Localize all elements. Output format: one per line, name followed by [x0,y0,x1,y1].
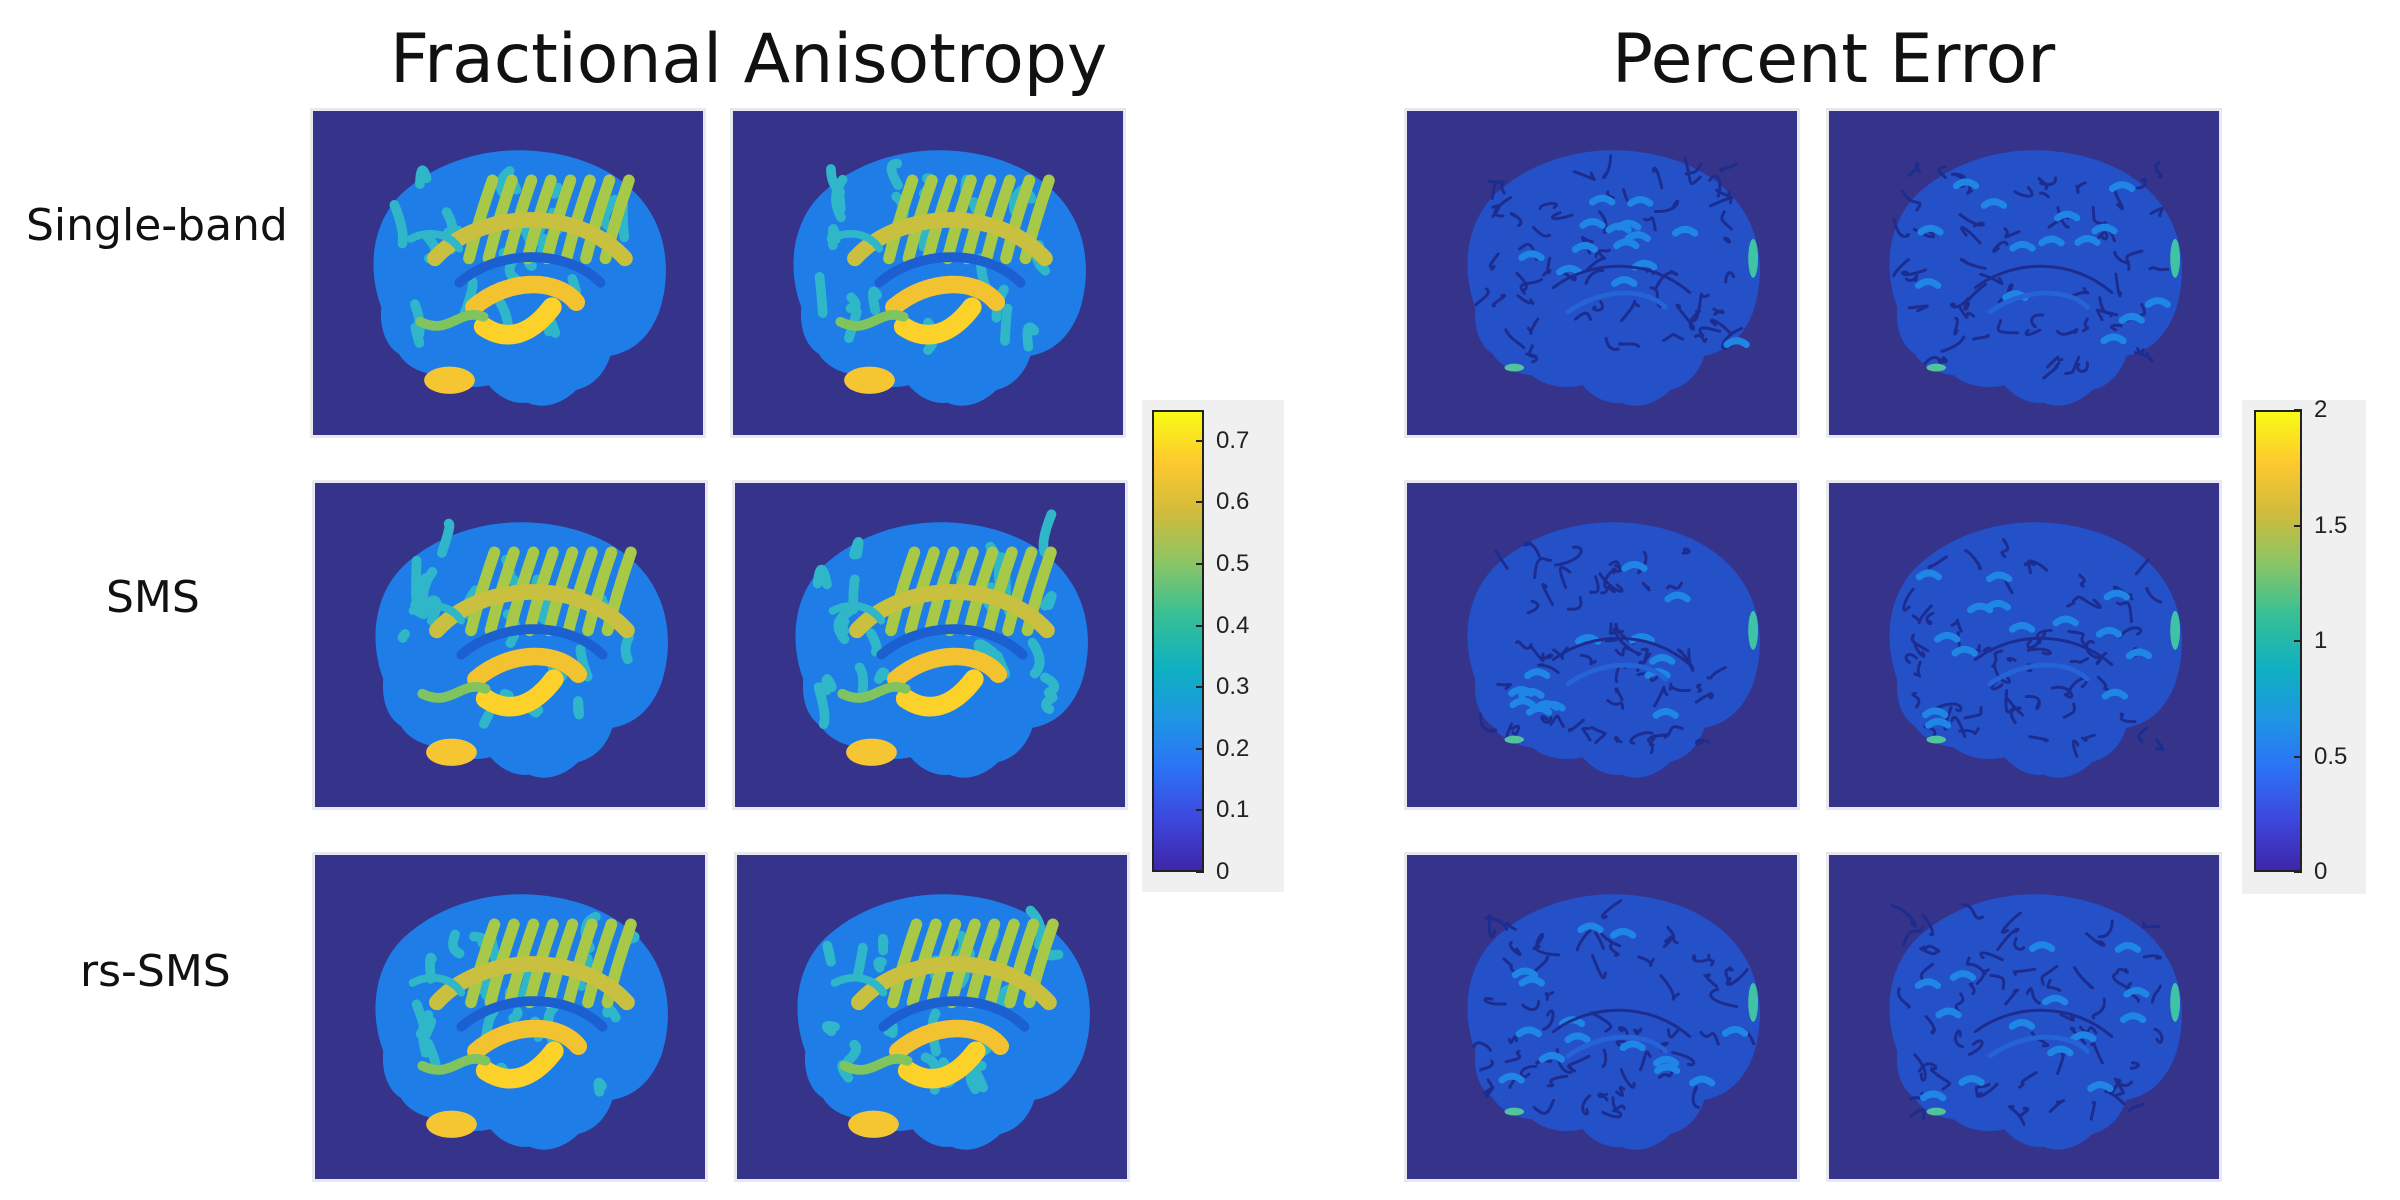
colorbar-tick-mark [1196,747,1204,750]
row-label-rs-sms: rs-SMS [80,946,231,997]
fa-brain-map [733,112,1123,434]
error-brain-map [1829,112,2219,434]
error-sms-image-2 [1826,480,2222,810]
colorbar-tick-label: 1.5 [2314,511,2348,539]
error-single-band-image-1 [1404,108,1800,438]
colorbar-tick-label: 0.5 [1216,550,1250,577]
colorbar-tick-label: 0.4 [1216,611,1250,639]
fa-rs-sms-image-2 [734,852,1130,1182]
fa-sms-image-2 [732,480,1128,810]
fa-brain-map [315,484,705,806]
colorbar-tick-label: 0.2 [1216,734,1250,762]
error-rs-sms-image-2 [1826,852,2222,1182]
colorbar-tick-mark [1196,686,1204,689]
fa-brain-map [315,856,705,1178]
colorbar-tick-label: 0 [1216,858,1230,885]
colorbar-tick-mark [2294,755,2302,758]
colorbar-tick-label: 0.3 [1216,673,1250,701]
error-single-band-image-2 [1826,108,2222,438]
fa-rs-sms-image-1 [312,852,708,1182]
colorbar-tick-label: 0.7 [1216,426,1250,454]
error-brain-map [1407,856,1797,1178]
colorbar-tick-mark [1196,624,1204,627]
colorbar-tick-mark [1196,563,1204,565]
colorbar-tick-label: 2 [2314,396,2328,423]
colorbar-tick-mark [1196,871,1204,873]
percent-error-title: Percent Error [1612,20,2056,99]
fa-sms-image-1 [312,480,708,810]
colorbar-tick-mark [2294,640,2302,642]
colorbar-tick-mark [1196,501,1204,504]
colorbar-tick-label: 0 [2314,858,2328,885]
row-label-single-band: Single-band [26,200,288,251]
colorbar-tick-mark [1196,809,1204,812]
error-brain-map [1407,484,1797,806]
colorbar-tick-label: 0.5 [2314,742,2348,770]
row-label-sms: SMS [106,572,200,623]
colorbar-tick-label: 0.1 [1216,796,1250,824]
fa-single-band-image-2 [730,108,1126,438]
error-brain-map [1829,856,2219,1178]
fa-colorbar [1152,410,1204,872]
error-brain-map [1829,484,2219,806]
colorbar-tick-mark [2294,409,2302,411]
fa-brain-map [735,484,1125,806]
fa-single-band-image-1 [310,108,706,438]
colorbar-tick-mark [1196,439,1204,442]
colorbar-tick-mark [2294,871,2302,873]
fa-brain-map [737,856,1127,1178]
fa-brain-map [313,112,703,434]
colorbar-tick-label: 1 [2314,627,2328,654]
error-brain-map [1407,112,1797,434]
colorbar-tick-label: 0.6 [1216,488,1250,516]
error-rs-sms-image-1 [1404,852,1800,1182]
fa-title: Fractional Anisotropy [390,20,1108,99]
colorbar-tick-mark [2294,524,2302,527]
error-sms-image-1 [1404,480,1800,810]
